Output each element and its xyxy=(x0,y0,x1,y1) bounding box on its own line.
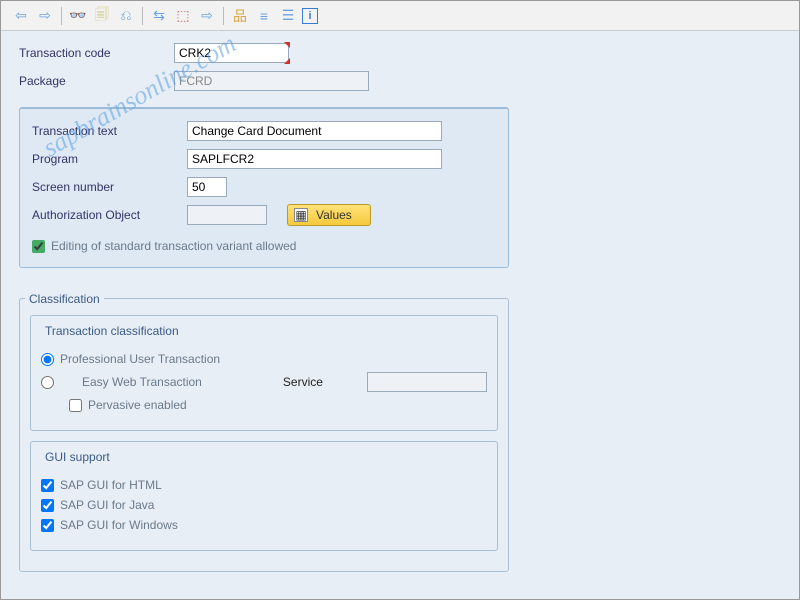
hierarchy-icon[interactable]: 品 xyxy=(230,6,250,26)
transport-icon[interactable]: ⬚ xyxy=(173,6,193,26)
program-input[interactable] xyxy=(187,149,442,169)
info-icon[interactable]: i xyxy=(302,8,318,24)
service-label: Service xyxy=(283,375,367,389)
editing-allowed-checkbox[interactable] xyxy=(32,240,45,253)
gui-windows-label: SAP GUI for Windows xyxy=(60,518,178,532)
tree-icon[interactable]: ⇆ xyxy=(149,6,169,26)
undo-icon[interactable]: ⎌ xyxy=(116,6,136,26)
editing-allowed-label: Editing of standard transaction variant … xyxy=(51,239,296,253)
easyweb-radio[interactable] xyxy=(41,376,54,389)
package-label: Package xyxy=(19,74,174,88)
content-area: Transaction code Package Transaction tex… xyxy=(1,31,799,582)
classification-title: Classification xyxy=(25,292,104,306)
professional-radio[interactable] xyxy=(41,353,54,366)
toolbar: ⇦ ⇨ 👓 🗐 ⎌ ⇆ ⬚ ⇨ 品 ≡ ☰ i xyxy=(1,1,799,31)
editing-allowed-row: Editing of standard transaction variant … xyxy=(32,239,496,253)
transaction-code-label: Transaction code xyxy=(19,46,174,60)
gui-java-checkbox[interactable] xyxy=(41,499,54,512)
auth-object-input[interactable] xyxy=(187,205,267,225)
list2-icon[interactable]: ☰ xyxy=(278,6,298,26)
screen-number-label: Screen number xyxy=(32,180,187,194)
details-panel: Transaction text Program Screen number A… xyxy=(19,107,509,268)
gui-support-group: GUI support SAP GUI for HTML SAP GUI for… xyxy=(30,441,498,551)
list1-icon[interactable]: ≡ xyxy=(254,6,274,26)
classification-section: Classification Transaction classificatio… xyxy=(19,284,509,572)
glasses-icon[interactable]: 👓 xyxy=(68,6,88,26)
toolbar-sep xyxy=(61,7,62,25)
program-label: Program xyxy=(32,152,187,166)
values-button-label: Values xyxy=(316,208,352,222)
gui-java-label: SAP GUI for Java xyxy=(60,498,154,512)
pervasive-label: Pervasive enabled xyxy=(88,398,187,412)
package-row: Package xyxy=(19,69,781,93)
professional-label: Professional User Transaction xyxy=(60,352,220,366)
nav-back-icon[interactable]: ⇦ xyxy=(11,6,31,26)
gui-windows-checkbox[interactable] xyxy=(41,519,54,532)
app-window: ⇦ ⇨ 👓 🗐 ⎌ ⇆ ⬚ ⇨ 品 ≡ ☰ i Transaction code… xyxy=(0,0,800,600)
forward2-icon[interactable]: ⇨ xyxy=(197,6,217,26)
pervasive-checkbox[interactable] xyxy=(69,399,82,412)
service-input[interactable] xyxy=(367,372,487,392)
values-icon: ▦ xyxy=(294,208,308,222)
transaction-classification-group: Transaction classification Professional … xyxy=(30,315,498,431)
toolbar-sep xyxy=(223,7,224,25)
copy-icon[interactable]: 🗐 xyxy=(92,6,112,26)
gui-support-title: GUI support xyxy=(41,450,114,464)
trans-class-title: Transaction classification xyxy=(41,324,183,338)
transaction-text-label: Transaction text xyxy=(32,124,187,138)
gui-html-label: SAP GUI for HTML xyxy=(60,478,162,492)
screen-number-input[interactable] xyxy=(187,177,227,197)
transaction-code-input[interactable] xyxy=(174,43,289,63)
easyweb-label: Easy Web Transaction xyxy=(82,375,283,389)
auth-object-label: Authorization Object xyxy=(32,208,187,222)
transaction-text-input[interactable] xyxy=(187,121,442,141)
transaction-code-row: Transaction code xyxy=(19,41,781,65)
package-input[interactable] xyxy=(174,71,369,91)
values-button[interactable]: ▦ Values xyxy=(287,204,371,226)
toolbar-sep xyxy=(142,7,143,25)
gui-html-checkbox[interactable] xyxy=(41,479,54,492)
nav-forward-icon[interactable]: ⇨ xyxy=(35,6,55,26)
